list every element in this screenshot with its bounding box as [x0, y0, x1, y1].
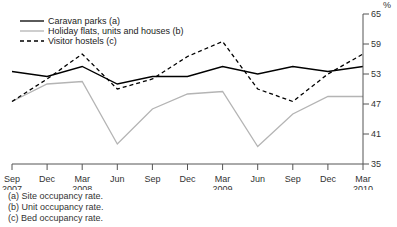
svg-text:Mar2008: Mar2008	[72, 174, 92, 190]
svg-text:Sep: Sep	[144, 174, 160, 184]
svg-text:Sep2007: Sep2007	[8, 174, 22, 190]
html-text:(a) Site occupancy rate.: (a) Site occupancy rate.	[8, 191, 103, 201]
svg-text:35: 35	[371, 159, 381, 169]
svg-text:Jun: Jun	[110, 174, 125, 184]
html-text:Visitor hostels (c): Visitor hostels (c)	[48, 36, 117, 46]
svg-text:Dec: Dec	[39, 174, 56, 184]
svg-text:53: 53	[371, 69, 381, 79]
svg-text:Dec: Dec	[179, 174, 196, 184]
html-text:Holiday flats, units and house: Holiday flats, units and houses (b)	[48, 26, 184, 36]
svg-text:47: 47	[371, 99, 381, 109]
svg-text:Mar2010: Mar2010	[353, 174, 373, 190]
html-text:Caravan parks (a): Caravan parks (a)	[48, 16, 120, 26]
svg-text:Mar2009: Mar2009	[213, 174, 233, 190]
html-text:(c) Bed occupancy rate.: (c) Bed occupancy rate.	[8, 213, 103, 223]
svg-text:Dec: Dec	[320, 174, 337, 184]
svg-text:Sep: Sep	[285, 174, 301, 184]
svg-text:65: 65	[371, 9, 381, 19]
html-text:(b) Unit occupancy rate.: (b) Unit occupancy rate.	[8, 202, 104, 212]
svg-text:59: 59	[371, 39, 381, 49]
svg-text:41: 41	[371, 129, 381, 139]
svg-text:Jun: Jun	[250, 174, 265, 184]
